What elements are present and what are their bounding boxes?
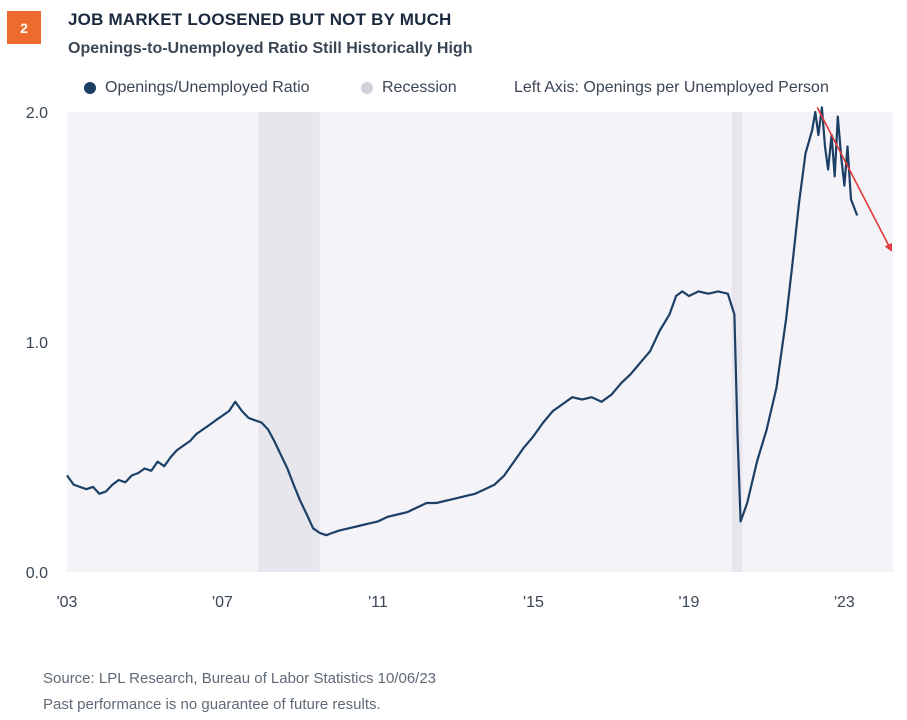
legend-recession-dot-icon (361, 82, 373, 94)
axis-note-label: Left Axis: Openings per Unemployed Perso… (514, 79, 829, 96)
line-chart: 0.0 1.0 2.0 '03 '07 '11 '15 '19 '23 (26, 105, 893, 611)
x-tick-label: '11 (368, 594, 388, 611)
plot-area (67, 112, 893, 572)
legend-item-series: Openings/Unemployed Ratio (84, 79, 310, 97)
x-axis: '03 '07 '11 '15 '19 '23 (57, 594, 855, 611)
disclaimer: Past performance is no guarantee of futu… (43, 696, 381, 713)
x-tick-label: '23 (834, 594, 855, 611)
trend-arrow (816, 107, 892, 252)
legend-recession-label: Recession (382, 79, 457, 96)
y-axis: 0.0 1.0 2.0 (26, 105, 48, 582)
recession-band-2 (731, 112, 743, 572)
recession-band-1 (258, 112, 320, 572)
legend-series-label: Openings/Unemployed Ratio (105, 79, 310, 96)
y-tick-label: 2.0 (26, 105, 48, 122)
chart-subtitle: Openings-to-Unemployed Ratio Still Histo… (68, 40, 473, 57)
x-tick-label: '03 (57, 594, 78, 611)
y-tick-label: 1.0 (26, 335, 48, 352)
legend: Openings/Unemployed Ratio Recession Left… (0, 79, 907, 101)
y-tick-label: 0.0 (26, 565, 48, 582)
recession-bands (258, 112, 743, 572)
chart-number-badge: 2 (7, 11, 41, 44)
legend-axis-note: Left Axis: Openings per Unemployed Perso… (514, 79, 829, 97)
x-tick-label: '19 (678, 594, 699, 611)
legend-series-dot-icon (84, 82, 96, 94)
chart-title: JOB MARKET LOOSENED BUT NOT BY MUCH (68, 10, 452, 29)
series-line-openings-unemployed (66, 106, 859, 537)
legend-item-recession: Recession (361, 79, 457, 97)
footer: Source: LPL Research, Bureau of Labor St… (43, 666, 436, 718)
x-tick-label: '07 (212, 594, 233, 611)
x-tick-label: '15 (523, 594, 544, 611)
source-note: Source: LPL Research, Bureau of Labor St… (43, 670, 437, 687)
